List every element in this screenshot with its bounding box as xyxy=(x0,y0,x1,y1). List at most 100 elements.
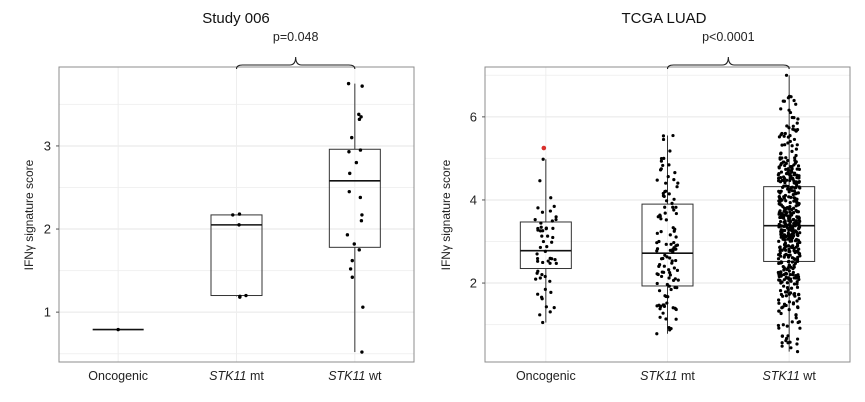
data-point xyxy=(786,287,790,292)
data-point xyxy=(786,244,791,248)
data-point xyxy=(795,175,799,180)
data-point xyxy=(794,276,798,280)
data-point xyxy=(780,248,784,252)
data-point xyxy=(790,260,795,264)
data-point xyxy=(536,206,540,210)
data-point xyxy=(676,278,680,282)
data-point xyxy=(787,228,791,232)
data-point xyxy=(661,163,665,168)
data-point xyxy=(782,278,786,282)
data-point xyxy=(782,272,786,277)
data-point xyxy=(788,178,792,183)
data-point xyxy=(786,232,791,236)
x-tick-labels: Oncogenic STK11 mt STK11 wt xyxy=(516,369,816,383)
data-point xyxy=(777,326,781,330)
data-point xyxy=(792,98,796,103)
data-point xyxy=(777,278,781,282)
data-point xyxy=(795,285,800,289)
data-point xyxy=(346,81,351,86)
data-point xyxy=(655,272,659,276)
data-point xyxy=(779,232,783,236)
data-point xyxy=(784,272,789,276)
data-point xyxy=(667,192,671,196)
data-point xyxy=(536,269,540,273)
data-point xyxy=(357,112,361,117)
data-point xyxy=(658,315,662,319)
data-point xyxy=(791,177,795,181)
p-value-label: p=0.048 xyxy=(273,30,319,44)
data-point xyxy=(661,191,665,196)
data-point xyxy=(783,181,787,185)
gene-status: wt xyxy=(365,369,382,383)
data-point xyxy=(794,313,798,317)
data-point xyxy=(237,212,242,216)
data-point xyxy=(787,126,791,130)
data-point xyxy=(670,261,674,265)
data-point xyxy=(669,326,673,331)
data-point xyxy=(789,195,793,199)
data-point xyxy=(790,189,795,193)
data-point xyxy=(787,190,791,194)
data-point xyxy=(783,290,788,294)
data-point xyxy=(795,337,800,341)
data-point xyxy=(787,292,791,296)
data-point xyxy=(352,242,356,246)
data-point xyxy=(788,272,793,277)
data-point xyxy=(533,218,537,222)
data-point xyxy=(554,215,558,219)
data-point xyxy=(546,259,550,263)
y-axis-label: IFNγ signature score xyxy=(439,159,453,270)
data-point xyxy=(538,313,542,317)
data-point xyxy=(663,205,667,209)
data-point xyxy=(548,209,552,213)
data-point xyxy=(797,239,801,243)
data-point xyxy=(790,115,794,120)
data-point xyxy=(789,346,793,350)
data-point xyxy=(793,239,798,243)
data-point xyxy=(790,167,794,171)
data-point xyxy=(785,124,789,128)
data-point xyxy=(797,277,801,282)
data-point xyxy=(668,273,672,277)
data-point xyxy=(655,281,659,286)
data-point xyxy=(784,211,789,215)
data-point xyxy=(667,163,671,167)
data-point xyxy=(797,320,802,324)
data-point xyxy=(797,167,801,171)
data-point xyxy=(674,205,678,209)
data-point xyxy=(668,233,672,237)
data-point xyxy=(671,133,675,138)
data-point xyxy=(791,227,795,231)
data-point xyxy=(360,213,364,217)
data-point xyxy=(549,196,553,200)
data-point xyxy=(787,236,791,240)
iqr-box xyxy=(519,221,572,270)
data-point xyxy=(667,268,671,272)
data-point xyxy=(538,245,543,250)
data-point xyxy=(797,252,802,256)
data-point xyxy=(231,213,235,217)
data-point xyxy=(673,277,677,281)
data-point xyxy=(554,261,558,266)
x-tick-label: STK11 wt xyxy=(328,369,382,383)
data-point xyxy=(671,205,675,209)
y-tick-label: 3 xyxy=(44,138,51,153)
data-point xyxy=(796,164,801,168)
data-point xyxy=(787,219,791,223)
data-point xyxy=(783,143,787,147)
data-point xyxy=(777,189,781,194)
data-point xyxy=(665,282,669,287)
data-point xyxy=(657,289,662,293)
data-point xyxy=(787,269,791,273)
data-point xyxy=(359,115,363,119)
data-point xyxy=(780,178,784,182)
data-point xyxy=(794,208,798,213)
data-point xyxy=(792,206,796,210)
data-point xyxy=(536,259,540,263)
data-point xyxy=(548,310,552,314)
data-point xyxy=(360,350,364,354)
data-point xyxy=(786,334,790,338)
gene-name: STK11 xyxy=(763,369,800,383)
data-point xyxy=(780,341,784,345)
data-point xyxy=(777,135,782,139)
